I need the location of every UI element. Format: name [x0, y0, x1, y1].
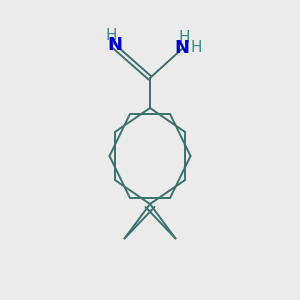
- Text: N: N: [107, 36, 122, 54]
- Text: H: H: [179, 30, 190, 45]
- Text: H: H: [191, 40, 202, 55]
- Text: N: N: [174, 39, 189, 57]
- Text: H: H: [105, 28, 117, 43]
